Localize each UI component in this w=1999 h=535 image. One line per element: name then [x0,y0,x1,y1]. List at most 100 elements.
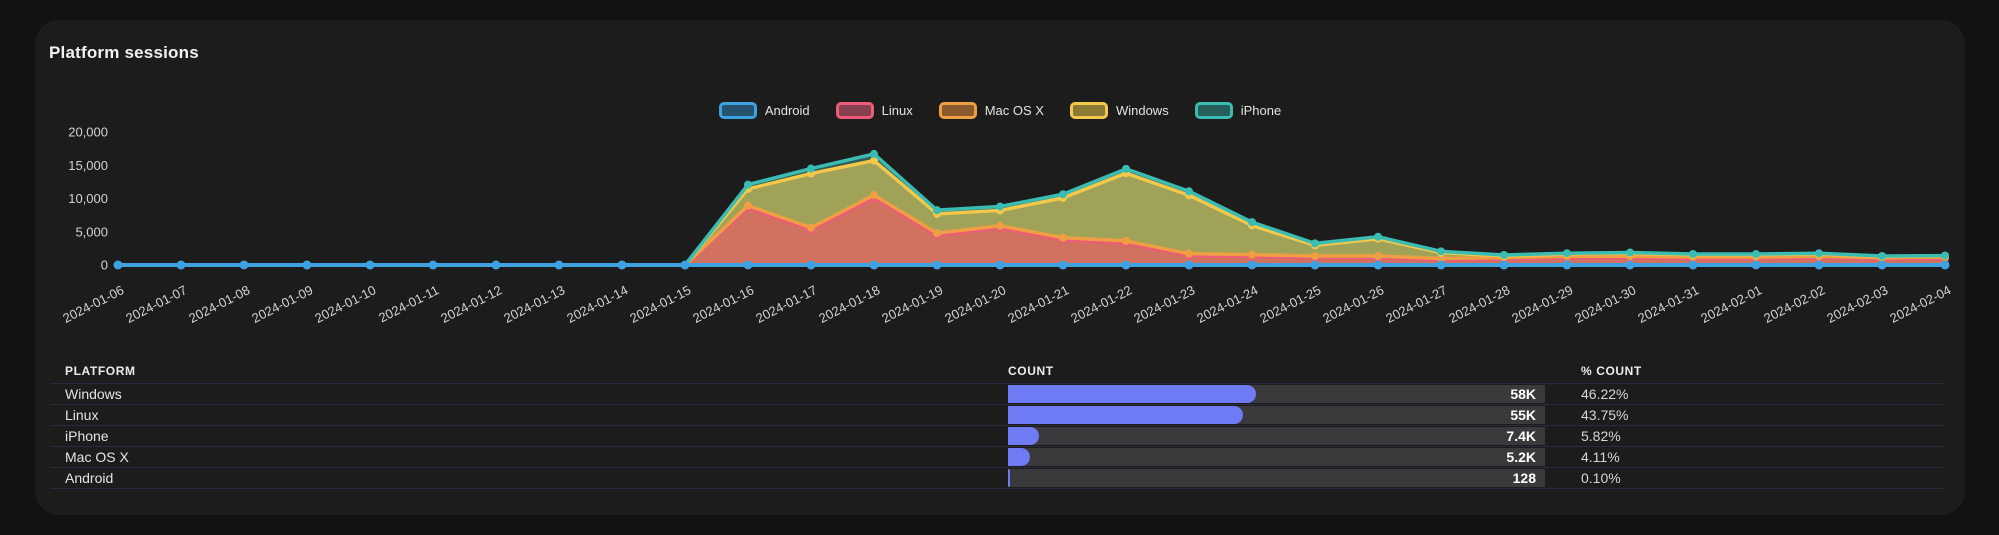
point-android[interactable] [1121,260,1131,270]
point-iphone[interactable] [870,149,878,158]
point-mac-os-x[interactable] [1122,236,1130,245]
point-android[interactable] [302,260,312,270]
table-row-iphone[interactable]: iPhone 7.4K 5.82% [50,426,1945,447]
point-mac-os-x[interactable] [933,229,941,238]
count-bar-track: 55K [1008,406,1545,424]
point-mac-os-x[interactable] [1437,254,1445,263]
point-iphone[interactable] [807,164,815,173]
point-mac-os-x[interactable] [1248,250,1256,259]
point-android[interactable] [1940,260,1950,270]
point-android[interactable] [743,260,753,270]
point-android[interactable] [617,260,627,270]
x-axis-date-label: 2024-01-14 [564,282,630,326]
point-android[interactable] [1814,260,1824,270]
point-iphone[interactable] [1626,248,1634,257]
point-android[interactable] [680,260,690,270]
point-mac-os-x[interactable] [870,191,878,200]
count-cell: 7.4K [1008,426,1545,446]
column-header-platform: PLATFORM [65,363,136,378]
point-iphone[interactable] [1878,251,1886,260]
platform-cell: iPhone [65,428,109,444]
legend-item-iphone[interactable]: iPhone [1194,102,1281,119]
point-android[interactable] [1436,260,1446,270]
count-bar [1008,406,1243,424]
point-iphone[interactable] [744,180,752,189]
legend-item-android[interactable]: Android [718,102,810,119]
table-row-linux[interactable]: Linux 55K 43.75% [50,405,1945,426]
point-iphone[interactable] [1941,251,1949,260]
point-iphone[interactable] [1122,164,1130,173]
point-android[interactable] [1625,260,1635,270]
point-iphone[interactable] [996,202,1004,211]
table-row-windows[interactable]: Windows 58K 46.22% [50,384,1945,405]
point-android[interactable] [113,260,123,270]
legend-item-linux[interactable]: Linux [835,102,913,119]
point-mac-os-x[interactable] [1374,251,1382,260]
point-android[interactable] [491,260,501,270]
x-axis-date-label: 2024-01-28 [1446,282,1512,326]
point-android[interactable] [995,260,1005,270]
point-mac-os-x[interactable] [1059,233,1067,242]
point-iphone[interactable] [1185,187,1193,196]
point-android[interactable] [869,260,879,270]
point-windows[interactable] [870,156,878,165]
legend-item-mac-os-x[interactable]: Mac OS X [938,102,1044,119]
point-android[interactable] [1373,260,1383,270]
point-iphone[interactable] [1059,190,1067,199]
point-android[interactable] [428,260,438,270]
x-axis-date-label: 2024-01-10 [312,282,378,326]
point-android[interactable] [554,260,564,270]
legend-swatch-icon [718,102,757,119]
y-axis-tick-label: 10,000 [68,191,108,206]
point-android[interactable] [806,260,816,270]
point-iphone[interactable] [1311,239,1319,248]
point-android[interactable] [239,260,249,270]
point-android[interactable] [1751,260,1761,270]
legend-item-windows[interactable]: Windows [1069,102,1169,119]
point-iphone[interactable] [1437,247,1445,256]
legend-label: Mac OS X [984,103,1044,118]
point-android[interactable] [1184,260,1194,270]
sessions-area-chart[interactable]: 05,00010,00015,00020,0002024-01-062024-0… [35,20,1965,350]
x-axis-date-label: 2024-01-16 [690,282,756,326]
point-mac-os-x[interactable] [996,221,1004,230]
point-android[interactable] [1688,260,1698,270]
point-android[interactable] [176,260,186,270]
point-iphone[interactable] [1248,218,1256,227]
pct-count-cell: 43.75% [1581,407,1629,423]
point-android[interactable] [1877,260,1887,270]
x-axis-date-label: 2024-01-21 [1005,282,1071,326]
point-mac-os-x[interactable] [1311,251,1319,260]
point-android[interactable] [1562,260,1572,270]
point-android[interactable] [1499,260,1509,270]
point-iphone[interactable] [1563,249,1571,258]
point-iphone[interactable] [1374,232,1382,241]
table-row-android[interactable]: Android 128 0.10% [50,468,1945,489]
point-iphone[interactable] [1500,250,1508,259]
area-windows [118,160,1945,265]
point-android[interactable] [365,260,375,270]
count-bar-track: 58K [1008,385,1545,403]
count-bar [1008,469,1010,487]
point-iphone[interactable] [933,206,941,215]
count-bar [1008,427,1040,445]
point-mac-os-x[interactable] [1185,249,1193,258]
table-row-mac-os-x[interactable]: Mac OS X 5.2K 4.11% [50,447,1945,468]
point-iphone[interactable] [1689,250,1697,259]
chart-legend: Android Linux Mac OS X Windows iPhone [35,102,1965,119]
x-axis-date-label: 2024-01-25 [1257,282,1323,326]
count-cell: 5.2K [1008,447,1545,467]
count-value: 58K [1510,386,1536,402]
x-axis-date-label: 2024-01-26 [1320,282,1386,326]
point-android[interactable] [932,260,942,270]
count-cell: 55K [1008,405,1545,425]
point-android[interactable] [1058,260,1068,270]
point-android[interactable] [1247,260,1257,270]
point-android[interactable] [1310,260,1320,270]
x-axis-date-label: 2024-01-27 [1383,282,1449,326]
point-mac-os-x[interactable] [744,201,752,210]
point-iphone[interactable] [1752,249,1760,258]
point-mac-os-x[interactable] [807,223,815,232]
legend-label: Android [764,103,810,118]
point-iphone[interactable] [1815,249,1823,258]
